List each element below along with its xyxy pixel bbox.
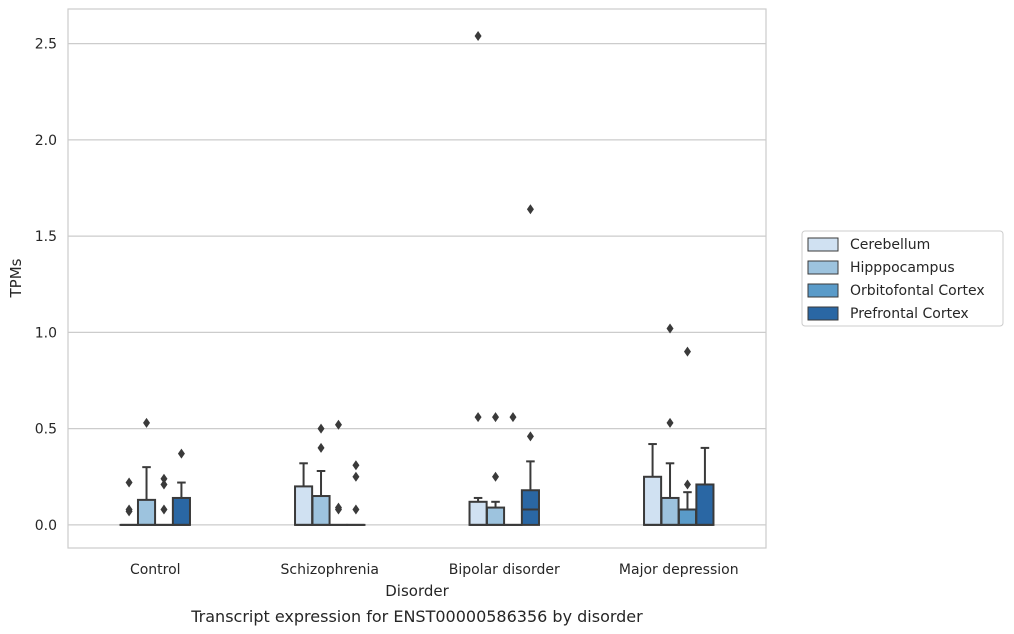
outlier-point	[492, 471, 500, 482]
box	[695, 483, 715, 526]
outlier-point	[683, 346, 691, 357]
outlier-point	[160, 479, 168, 490]
y-axis-ticks: 0.0 0.5 1.0 1.5 2.0 2.5	[35, 37, 57, 534]
outlier-point	[317, 442, 325, 453]
box	[294, 485, 314, 526]
outlier-point	[474, 412, 482, 423]
grid-lines	[68, 43, 766, 526]
legend-swatch	[807, 260, 839, 275]
legend-frame	[801, 230, 1004, 327]
outlier-point	[526, 431, 534, 442]
chart-caption: Transcript expression for ENST0000058635…	[190, 607, 643, 626]
outlier-point	[160, 473, 168, 484]
legend-swatch	[807, 306, 839, 321]
outlier-point	[317, 423, 325, 434]
y-tick-label: 1.5	[35, 229, 57, 245]
outlier-point	[334, 419, 342, 430]
legend-label: Hipppocampus	[850, 260, 955, 276]
x-tick-label: Control	[130, 562, 181, 578]
y-tick-label: 0.5	[35, 422, 57, 438]
outlier-point	[334, 502, 342, 513]
legend-label: Orbitofontal Cortex	[850, 283, 985, 299]
outlier-point	[352, 504, 360, 515]
legend: Cerebellum Hipppocampus Orbitofontal Corte…	[801, 230, 1004, 327]
outlier-point	[352, 471, 360, 482]
legend-label: Prefrontal Cortex	[850, 306, 969, 322]
box	[171, 496, 191, 526]
box	[520, 489, 540, 526]
box	[677, 508, 698, 526]
legend-label: Cerebellum	[850, 237, 930, 253]
x-tick-label: Schizophrenia	[281, 562, 379, 578]
outlier-point	[352, 460, 360, 471]
outlier-point	[125, 506, 133, 517]
x-axis-label: Disorder	[385, 582, 449, 600]
x-tick-label: Major depression	[619, 562, 739, 578]
outlier-point	[526, 204, 534, 215]
x-tick-label: Bipolar disorder	[449, 562, 560, 578]
outlier-point	[683, 479, 691, 490]
legend-swatch	[807, 237, 839, 252]
box	[660, 496, 680, 526]
y-tick-label: 1.0	[35, 325, 57, 341]
box	[311, 495, 331, 526]
outlier-point	[160, 504, 168, 515]
x-axis-ticks: Control Schizophrenia Bipolar disorder Majo…	[130, 562, 739, 578]
y-axis-label: TPMs	[7, 258, 25, 298]
outlier-point	[143, 417, 151, 428]
outlier-point	[474, 30, 482, 41]
outlier-point	[666, 323, 674, 334]
y-tick-label: 2.0	[35, 133, 57, 149]
plot-frame	[67, 8, 767, 549]
box-plot-series	[119, 30, 715, 526]
outlier-point	[492, 412, 500, 423]
outlier-point	[666, 417, 674, 428]
box	[643, 475, 663, 526]
box	[136, 498, 157, 526]
outlier-point	[125, 477, 133, 488]
y-tick-label: 2.5	[35, 37, 57, 53]
box	[485, 506, 506, 526]
outlier-point	[177, 448, 185, 459]
y-tick-label: 0.0	[35, 518, 57, 534]
legend-swatch	[807, 283, 839, 298]
box	[468, 500, 488, 526]
outlier-point	[509, 412, 517, 423]
